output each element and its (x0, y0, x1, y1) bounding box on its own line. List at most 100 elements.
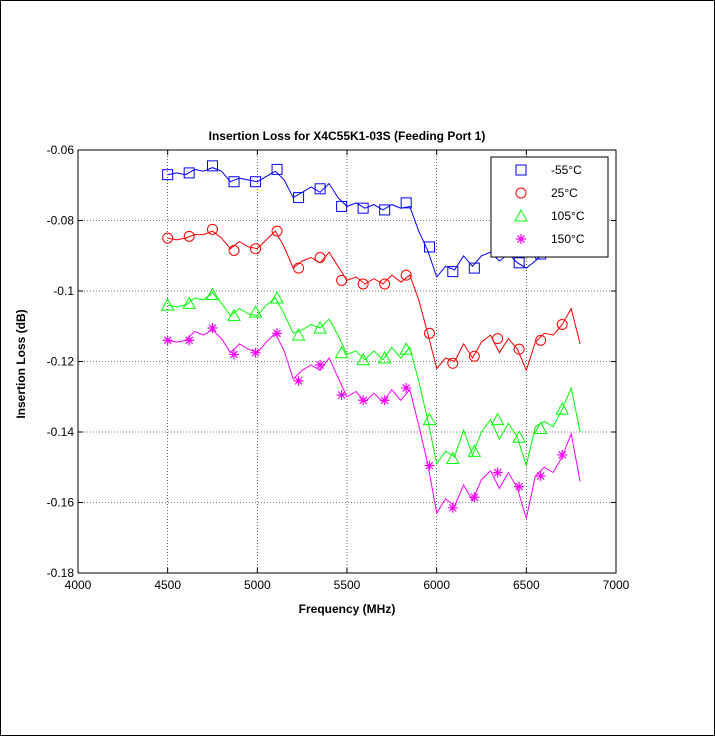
legend-entry: 25°C (515, 186, 578, 200)
data-point (270, 291, 284, 304)
series-line (167, 167, 545, 278)
data-point (424, 460, 435, 471)
legend-entry: 150°C (516, 232, 585, 246)
data-point (468, 262, 480, 274)
x-tick-label: 6000 (423, 578, 450, 592)
data-point (228, 244, 240, 256)
data-point (379, 204, 391, 216)
data-point (423, 241, 435, 253)
x-tick-label: 4000 (65, 578, 92, 592)
data-point (514, 481, 525, 492)
series-1 (162, 223, 581, 372)
data-point (207, 323, 218, 334)
data-point (514, 208, 528, 222)
y-tick-label: -0.12 (47, 355, 75, 369)
data-point (490, 412, 505, 426)
x-axis-label: Frequency (MHz) (299, 602, 396, 616)
data-point (250, 176, 262, 188)
data-point (162, 169, 174, 181)
data-point (492, 467, 503, 478)
data-point (422, 412, 437, 426)
data-point (516, 234, 526, 244)
data-point (291, 328, 306, 341)
y-tick-label: -0.06 (47, 143, 75, 157)
data-point (423, 327, 435, 339)
data-point (533, 421, 548, 434)
data-point (515, 187, 527, 199)
data-point (313, 320, 327, 334)
data-point (162, 335, 173, 346)
data-point (445, 451, 460, 464)
data-point (399, 342, 414, 355)
data-point (314, 183, 326, 195)
data-point (492, 333, 504, 345)
data-point (336, 389, 347, 400)
legend-box (490, 156, 609, 258)
legend-entry: 105°C (514, 208, 585, 223)
data-point (183, 230, 195, 242)
x-tick-label: 7000 (603, 578, 630, 592)
legend-label: 105°C (551, 209, 585, 223)
data-point (184, 335, 195, 346)
series-line (167, 292, 581, 468)
data-point (228, 176, 240, 188)
data-point (356, 352, 370, 366)
y-tick-label: -0.08 (47, 214, 75, 228)
x-tick-label: 5500 (334, 578, 361, 592)
data-point (515, 164, 527, 176)
data-point (400, 197, 412, 209)
data-point (468, 350, 480, 362)
data-point (207, 160, 218, 172)
data-point (513, 343, 525, 355)
data-point (314, 252, 326, 264)
y-tick-label: -0.16 (47, 496, 75, 510)
y-tick-label: -0.18 (47, 566, 75, 580)
series-line (167, 230, 581, 372)
data-point (293, 375, 304, 386)
data-point (358, 395, 369, 406)
data-point (315, 360, 326, 371)
data-point (379, 278, 391, 290)
data-point (555, 402, 570, 415)
data-point (400, 269, 412, 281)
y-tick-label: -0.1 (53, 284, 74, 298)
data-point (250, 243, 262, 255)
data-point (401, 382, 412, 393)
legend-entry: -55°C (515, 163, 582, 177)
data-point (513, 257, 525, 269)
data-point (447, 266, 459, 278)
data-point (357, 278, 369, 290)
data-point (377, 350, 392, 364)
data-point (336, 274, 348, 286)
data-point (512, 430, 527, 443)
data-point (293, 262, 305, 274)
data-point (182, 296, 197, 309)
data-point (162, 232, 174, 244)
data-point (535, 334, 547, 346)
data-point (271, 163, 283, 175)
x-tick-label: 6500 (513, 578, 540, 592)
legend-label: 25°C (551, 186, 578, 200)
chart-title: Insertion Loss for X4C55K1-03S (Feeding … (209, 129, 486, 143)
legend-label: 150°C (551, 232, 585, 246)
data-point (248, 305, 263, 318)
data-point (229, 349, 240, 360)
data-point (379, 395, 390, 406)
legend: -55°C 25°C 105°C 150°C (490, 156, 609, 258)
data-point (469, 492, 480, 503)
data-point (467, 444, 482, 457)
series-line (167, 329, 581, 519)
data-point (447, 357, 459, 369)
data-point (357, 202, 369, 214)
data-point (250, 347, 261, 358)
series-3 (162, 323, 581, 519)
data-point (336, 200, 348, 212)
data-point (535, 471, 546, 482)
series-2 (160, 287, 581, 468)
y-tick-label: -0.14 (47, 425, 75, 439)
x-tick-label: 4500 (154, 578, 181, 592)
data-point (556, 318, 568, 330)
legend-label: -55°C (551, 163, 582, 177)
data-point (293, 192, 305, 204)
data-point (160, 298, 175, 311)
